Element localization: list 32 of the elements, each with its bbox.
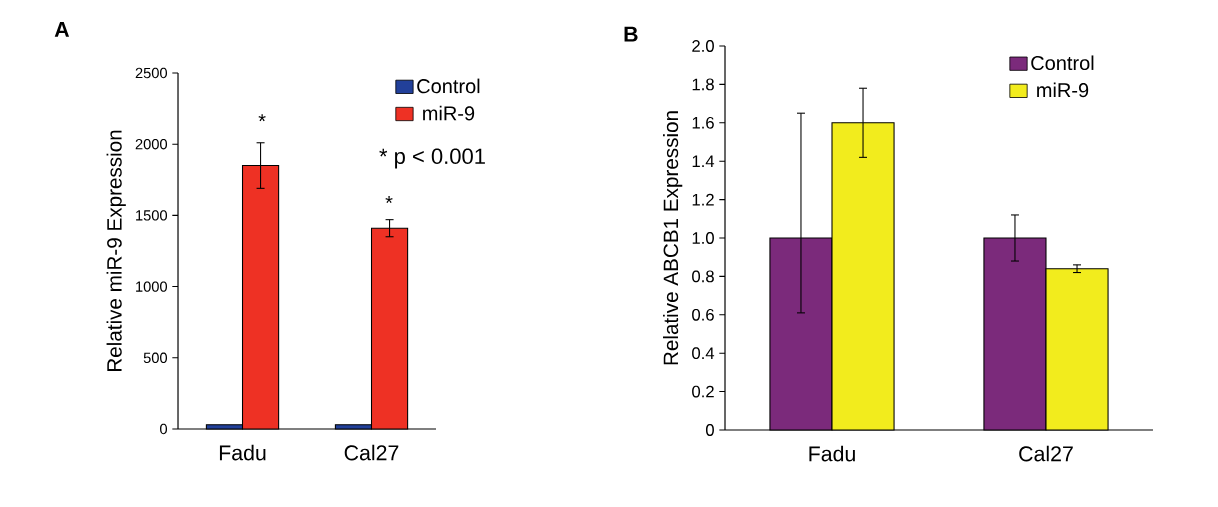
y-tick-label: 0 bbox=[705, 424, 714, 436]
y-tick-label: 1500 bbox=[136, 210, 168, 221]
y-axis-title: Relative miR-9 Expression bbox=[106, 130, 126, 372]
y-tick-label: 1000 bbox=[136, 281, 168, 292]
x-tick-label: Fadu bbox=[809, 445, 855, 462]
x-tick-label: Cal27 bbox=[1019, 445, 1073, 462]
y-tick-label: 2000 bbox=[135, 139, 168, 150]
y-tick-label: 2500 bbox=[135, 67, 168, 79]
y-tick-label: 1.4 bbox=[692, 155, 715, 167]
x-tick-label: Cal27 bbox=[344, 444, 399, 461]
annotation: * p < 0.001 bbox=[379, 148, 485, 169]
annotation: * bbox=[258, 114, 266, 122]
y-tick-label: 2.0 bbox=[692, 40, 714, 52]
legend-label: miR-9 bbox=[423, 105, 475, 121]
y-tick-label: 500 bbox=[143, 352, 168, 363]
x-tick-label: Fadu bbox=[219, 444, 266, 461]
legend-label: Control bbox=[417, 78, 480, 94]
y-tick-label: 1.6 bbox=[692, 116, 714, 129]
y-tick-label: 0.2 bbox=[692, 385, 714, 398]
y-tick-label: 0.4 bbox=[692, 347, 715, 360]
annotation: * bbox=[385, 196, 393, 204]
chart-title: A bbox=[54, 22, 70, 37]
y-tick-label: 0 bbox=[160, 423, 168, 435]
y-tick-label: 0.8 bbox=[692, 270, 714, 283]
chart-title: B bbox=[624, 26, 638, 42]
legend-label: miR-9 bbox=[1037, 82, 1089, 98]
legend-label: Control bbox=[1031, 55, 1094, 71]
y-axis-title: Relative ABCB1 Expression bbox=[663, 111, 683, 365]
y-tick-label: 1.2 bbox=[692, 193, 714, 206]
y-tick-label: 1.0 bbox=[692, 232, 714, 244]
y-tick-label: 1.8 bbox=[692, 78, 714, 91]
y-tick-label: 0.6 bbox=[692, 308, 714, 321]
